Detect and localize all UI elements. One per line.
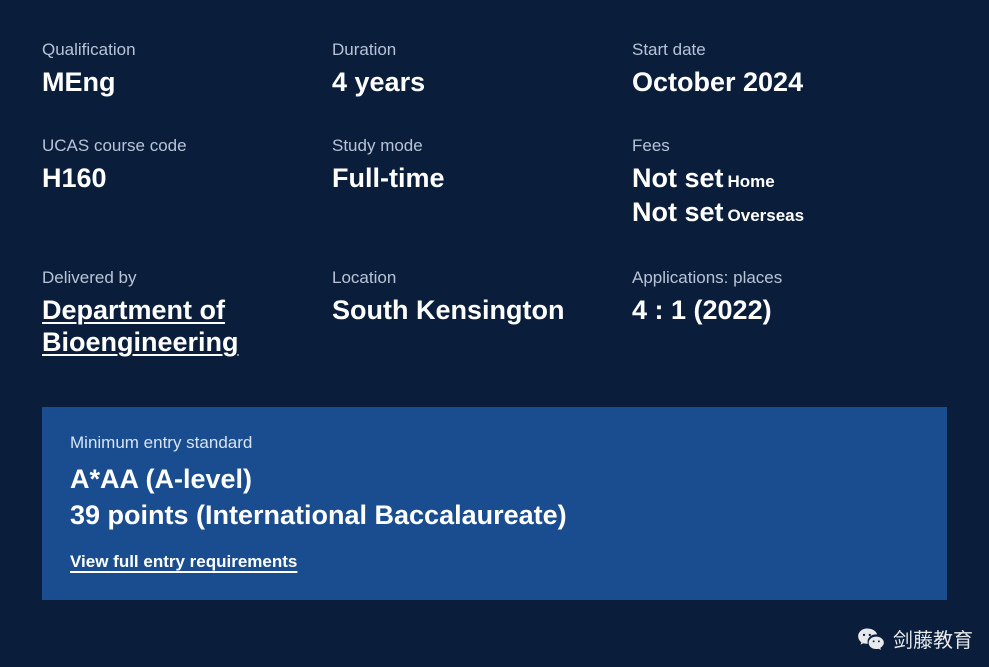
start-date-value: October 2024 [632, 66, 947, 98]
fees-home-value: Not set [632, 163, 724, 193]
ucas-code-value: H160 [42, 162, 332, 194]
delivered-by-cell: Delivered by Department of Bioengineerin… [42, 268, 332, 359]
ucas-code-label: UCAS course code [42, 136, 332, 156]
location-value: South Kensington [332, 294, 632, 326]
fees-home-sub: Home [728, 172, 775, 191]
delivered-by-link[interactable]: Department of Bioengineering [42, 294, 332, 359]
delivered-by-label: Delivered by [42, 268, 332, 288]
start-date-label: Start date [632, 40, 947, 60]
duration-cell: Duration 4 years [332, 40, 632, 98]
wechat-icon [857, 625, 885, 653]
entry-requirements-box: Minimum entry standard A*AA (A-level) 39… [42, 407, 947, 600]
applications-cell: Applications: places 4 : 1 (2022) [632, 268, 947, 359]
qualification-value: MEng [42, 66, 332, 98]
entry-standard-line1: A*AA (A-level) [70, 461, 919, 497]
qualification-cell: Qualification MEng [42, 40, 332, 98]
start-date-cell: Start date October 2024 [632, 40, 947, 98]
view-full-requirements-link[interactable]: View full entry requirements [70, 552, 297, 572]
applications-value: 4 : 1 (2022) [632, 294, 947, 326]
location-cell: Location South Kensington [332, 268, 632, 359]
ucas-code-cell: UCAS course code H160 [42, 136, 332, 230]
entry-standard-label: Minimum entry standard [70, 433, 919, 453]
entry-standard-line2: 39 points (International Baccalaureate) [70, 497, 919, 533]
watermark: 剑藤教育 [857, 624, 973, 653]
fees-overseas-value: Not set [632, 197, 724, 227]
duration-value: 4 years [332, 66, 632, 98]
duration-label: Duration [332, 40, 632, 60]
fees-overseas-line: Not setOverseas [632, 196, 947, 230]
location-label: Location [332, 268, 632, 288]
course-info-grid: Qualification MEng Duration 4 years Star… [42, 40, 947, 359]
fees-cell: Fees Not setHome Not setOverseas [632, 136, 947, 230]
fees-overseas-sub: Overseas [728, 206, 805, 225]
fees-label: Fees [632, 136, 947, 156]
fees-values: Not setHome Not setOverseas [632, 162, 947, 230]
watermark-text: 剑藤教育 [893, 624, 973, 653]
study-mode-cell: Study mode Full-time [332, 136, 632, 230]
study-mode-label: Study mode [332, 136, 632, 156]
study-mode-value: Full-time [332, 162, 632, 194]
applications-label: Applications: places [632, 268, 947, 288]
fees-home-line: Not setHome [632, 162, 947, 196]
qualification-label: Qualification [42, 40, 332, 60]
